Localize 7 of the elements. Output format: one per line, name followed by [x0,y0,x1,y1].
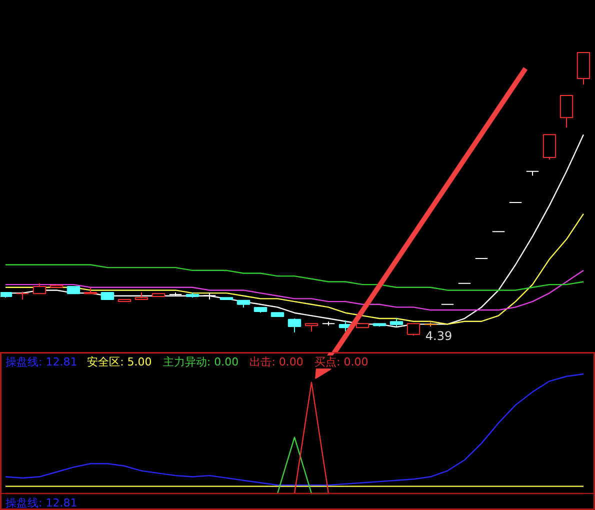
series-label: 买点: 0.00 [314,356,368,368]
text: 操盘线: 12.81 [6,496,78,510]
legend-label: 出击: 0.00 [250,356,304,368]
annotation: 4.39 [425,329,452,343]
text: 安全区: 5.00 [87,356,152,368]
text: 操盘线: 12.81 [6,356,78,368]
text: 主力异动: 0.00 [162,356,239,368]
